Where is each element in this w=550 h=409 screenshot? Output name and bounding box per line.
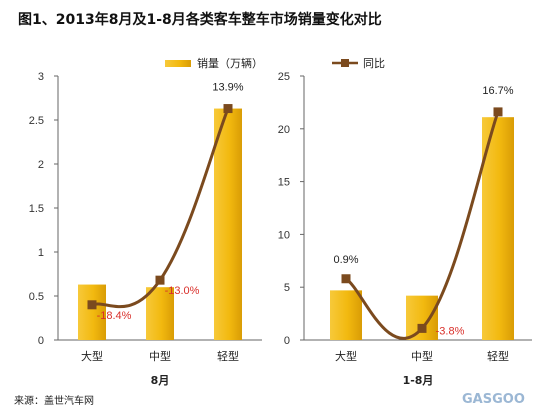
data-labels: 0.9% -3.8% 16.7% (333, 85, 513, 337)
category-label: 大型 (81, 349, 103, 363)
line-marker (155, 275, 165, 285)
y-tick-label: 10 (278, 229, 290, 241)
line-marker (493, 107, 503, 117)
chart-title: 图1、2013年8月及1-8月各类客车整车市场销量变化对比 (18, 11, 382, 28)
y-tick-label: 1 (38, 247, 44, 259)
legend-bar-label: 销量（万辆） (197, 56, 263, 70)
line-marker (223, 104, 233, 114)
category-labels: 大型 中型 轻型 (81, 349, 239, 363)
y-tick-label: 25 (278, 71, 290, 83)
bar (78, 284, 106, 340)
bar (214, 108, 242, 340)
line-markers (87, 104, 233, 310)
y-ticks: 0 0.5 1 1.5 2 2.5 3 (29, 71, 58, 347)
data-label: -13.0% (165, 285, 200, 297)
data-label: 16.7% (482, 85, 513, 97)
bar (330, 290, 362, 340)
y-tick-label: 0 (284, 335, 290, 347)
y-tick-label: 2 (38, 159, 44, 171)
category-label: 中型 (149, 349, 171, 363)
category-label: 中型 (411, 349, 433, 363)
y-tick-label: 20 (278, 124, 290, 136)
legend-bar-swatch (165, 60, 191, 67)
group-label: 8月 (151, 374, 170, 387)
y-tick-label: 3 (38, 71, 44, 83)
y-tick-label: 1.5 (29, 203, 44, 215)
bar (406, 295, 438, 340)
category-label: 轻型 (217, 349, 239, 363)
panel-jan-aug: 0 5 10 15 20 25 0.9% -3.8% 16.7% 大型 中型 轻型 1-8月 (278, 71, 532, 387)
data-label: 13.9% (212, 82, 243, 94)
y-ticks: 0 5 10 15 20 25 (278, 71, 304, 347)
legend: 销量（万辆） 同比 (165, 56, 385, 70)
legend-line-label: 同比 (363, 57, 385, 70)
data-label: -3.8% (436, 325, 465, 337)
line-marker (341, 274, 351, 284)
line-markers (341, 107, 503, 333)
bar (146, 287, 174, 340)
y-tick-label: 0 (38, 335, 44, 347)
category-labels: 大型 中型 轻型 (335, 349, 509, 363)
bars (78, 108, 242, 340)
category-label: 轻型 (487, 349, 509, 363)
y-tick-label: 5 (284, 282, 290, 294)
source-note: 来源：盖世汽车网 (14, 394, 94, 407)
y-tick-label: 15 (278, 177, 290, 189)
group-label: 1-8月 (403, 374, 434, 387)
panel-august: 0 0.5 1 1.5 2 2.5 3 -18.4% -13.0% 13.9% 大型 中型 轻型 8… (29, 71, 262, 387)
y-tick-label: 2.5 (29, 115, 44, 127)
category-label: 大型 (335, 349, 357, 363)
data-labels: -18.4% -13.0% 13.9% (97, 82, 244, 322)
yoy-line (91, 108, 230, 309)
data-label: 0.9% (333, 254, 358, 266)
y-tick-label: 0.5 (29, 291, 44, 303)
line-marker (87, 300, 97, 310)
legend-line-marker (341, 59, 349, 67)
watermark-logo: GASGOO (462, 392, 525, 407)
line-marker (417, 323, 427, 333)
bar (482, 117, 514, 341)
data-label: -18.4% (97, 310, 132, 322)
